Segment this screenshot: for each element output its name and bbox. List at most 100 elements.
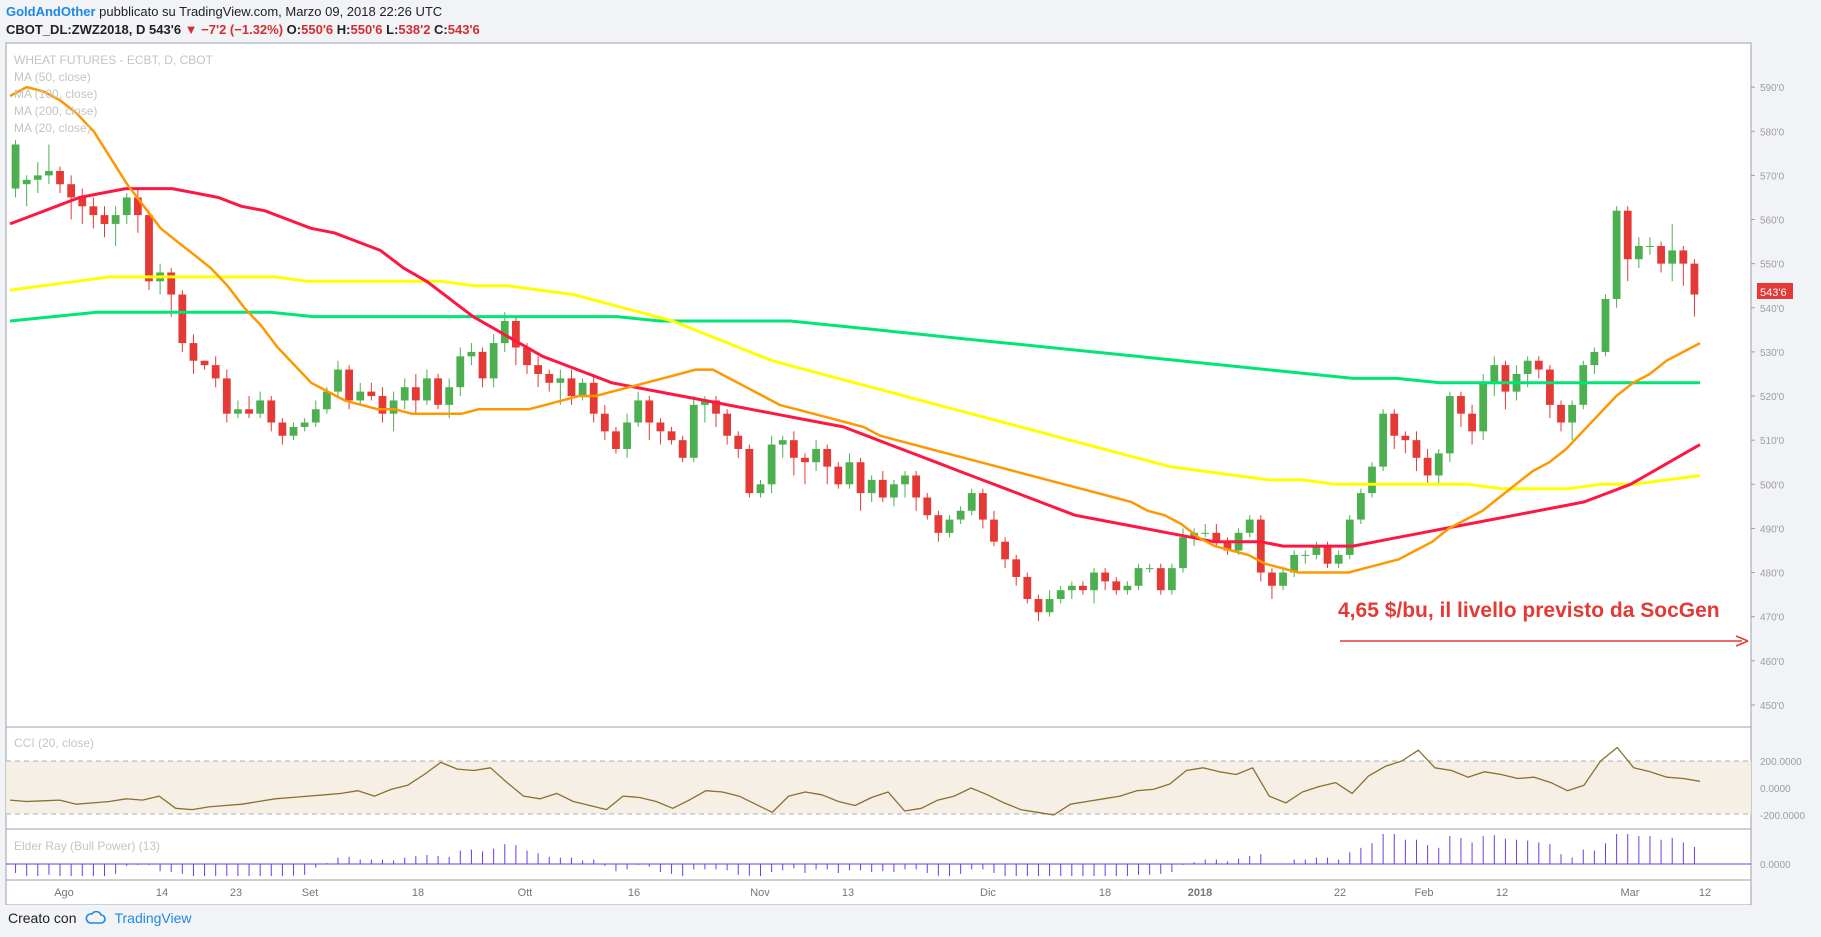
- candle-body: [400, 387, 409, 401]
- candle-body: [145, 215, 153, 282]
- low-value: 538'2: [398, 22, 431, 37]
- candle-body: [656, 422, 665, 432]
- candle-body: [311, 409, 320, 423]
- candle-body: [578, 382, 587, 397]
- candle-body: [812, 448, 820, 463]
- candle-body: [367, 391, 376, 397]
- candle-body: [901, 475, 909, 485]
- time-tick-label: 14: [156, 887, 168, 899]
- candle-body: [1679, 250, 1688, 264]
- ma200-line: [9, 310, 1700, 385]
- author-link[interactable]: GoldAndOther: [6, 4, 96, 19]
- legend-ma200: MA (200, close): [14, 104, 97, 118]
- candle-body: [45, 170, 53, 176]
- candle-body: [1623, 210, 1632, 260]
- moving-averages-group: [9, 85, 1701, 574]
- candle-body: [712, 400, 720, 414]
- down-arrow-icon: ▼: [184, 22, 198, 37]
- candle-body: [1045, 599, 1054, 613]
- candle-body: [334, 369, 342, 392]
- candle-body: [1468, 413, 1476, 432]
- candle-body: [389, 400, 398, 414]
- candle-body: [1546, 369, 1554, 405]
- price-tick-label: 460'0: [1760, 657, 1785, 668]
- candle-body: [1557, 404, 1565, 423]
- candle-body: [612, 431, 620, 449]
- axis-labels-group: 590'0 580'0 570'0 560'0 550'0 540'0 530'0 520'0…: [54, 83, 1784, 899]
- legend-ma100: MA (100, close): [14, 87, 97, 101]
- time-tick-label: 12: [1699, 887, 1711, 899]
- price-tick-label: 510'0: [1760, 436, 1785, 447]
- published-text: pubblicato su TradingView.com, Marzo 09,…: [99, 4, 443, 19]
- candle-body: [1434, 453, 1443, 476]
- price-chart[interactable]: 200.0000 0.0000 -200.0000 0.0000 590'0 580'…: [0, 0, 1821, 905]
- candle-body: [556, 378, 565, 383]
- open-value: 550'6: [301, 22, 334, 37]
- candle-body: [1256, 519, 1265, 573]
- candle-body: [1179, 537, 1187, 569]
- candle-body: [1657, 245, 1665, 264]
- candle-body: [967, 493, 976, 511]
- time-tick-label: Mar: [1621, 887, 1640, 899]
- candle-body: [678, 440, 687, 458]
- price-tick-label: 470'0: [1760, 613, 1785, 624]
- candle-body: [701, 400, 709, 405]
- time-tick-label: 2018: [1188, 887, 1212, 899]
- price-tick-label: 480'0: [1760, 569, 1785, 580]
- candle-body: [1590, 351, 1599, 366]
- price-tick-label: 450'0: [1760, 701, 1785, 712]
- candle-body: [1123, 585, 1132, 591]
- candle-body: [500, 321, 509, 344]
- price-change: −7'2 (−1.32%): [201, 22, 284, 37]
- candle-body: [823, 448, 832, 467]
- candle-body: [1301, 554, 1310, 556]
- candle-body: [689, 404, 698, 458]
- annotation-arrow-head: [1735, 635, 1749, 647]
- candle-body: [1390, 413, 1399, 436]
- candle-body: [211, 365, 220, 379]
- candle-body: [845, 462, 854, 485]
- symbol-name: CBOT_DL:ZWZ2018, D: [6, 22, 146, 37]
- candle-body: [1268, 572, 1276, 586]
- candle-body: [1156, 568, 1165, 591]
- footer: Creato con TradingView: [8, 910, 192, 926]
- price-tick-label: 530'0: [1760, 348, 1785, 359]
- cci-tick-label: -200.0000: [1760, 811, 1805, 822]
- candle-body: [1134, 568, 1143, 586]
- candle-body: [122, 197, 131, 216]
- candle-body: [1401, 435, 1410, 441]
- candle-body: [278, 422, 287, 436]
- candle-body: [767, 444, 776, 485]
- time-tick-label: Set: [302, 887, 319, 899]
- candle-body: [456, 356, 465, 388]
- tradingview-brand-link[interactable]: TradingView: [114, 910, 192, 926]
- candle-body: [234, 409, 242, 414]
- candle-body: [1479, 382, 1488, 432]
- candle-body: [56, 170, 64, 185]
- candle-body: [256, 400, 265, 414]
- candle-body: [434, 378, 442, 405]
- candle-body: [411, 387, 420, 401]
- candle-body: [178, 294, 187, 344]
- candle-body: [634, 400, 643, 423]
- candle-body: [11, 144, 20, 189]
- candle-body: [445, 387, 454, 405]
- candle-body: [945, 519, 954, 533]
- candle-body: [189, 343, 198, 361]
- ma50-line: [9, 187, 1701, 548]
- candle-body: [1690, 263, 1699, 295]
- candle-body: [1601, 298, 1610, 352]
- candle-body: [200, 360, 209, 366]
- legend-ma50: MA (50, close): [14, 70, 91, 84]
- candle-body: [1112, 581, 1121, 591]
- candle-body: [1490, 365, 1499, 383]
- candle-body: [489, 343, 498, 379]
- candle-body: [1101, 572, 1110, 582]
- last-price-badge-text: 543'6: [1760, 287, 1787, 299]
- candle-body: [923, 497, 932, 516]
- candle-body: [289, 426, 298, 436]
- time-tick-label: 23: [230, 887, 242, 899]
- candle-body: [545, 373, 554, 383]
- candle-body: [1034, 599, 1043, 613]
- ma20-line: [9, 85, 1701, 574]
